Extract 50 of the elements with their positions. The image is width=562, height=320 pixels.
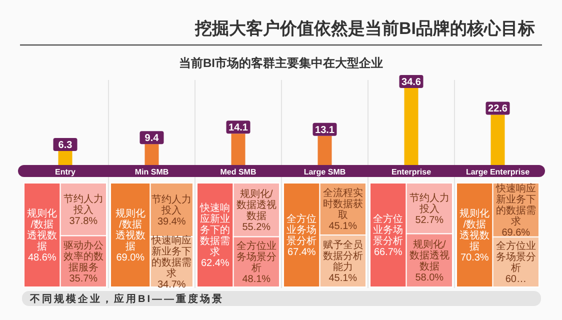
data-label: 13.1 bbox=[315, 124, 335, 136]
data-label: 69.6% bbox=[502, 227, 530, 238]
data-label: 22.6 bbox=[488, 104, 508, 115]
data-label: 39.4% bbox=[157, 216, 186, 228]
data-label: 48.1% bbox=[242, 274, 271, 285]
category-label: 驱动办公效率的数据服务 bbox=[63, 239, 104, 274]
data-label: 62.4% bbox=[200, 258, 230, 269]
x-tick-label: Large SMB bbox=[304, 168, 346, 176]
chart-subtitle: 当前BI市场的客群主要集中在大型企业 bbox=[179, 56, 383, 70]
category-label: 规则化/数据透视数据 bbox=[115, 208, 146, 252]
data-label: 66.7% bbox=[374, 247, 402, 258]
category-label: 节约人力投入 bbox=[409, 192, 450, 215]
category-label: 节约人力投入 bbox=[152, 193, 192, 216]
data-label: 9.4 bbox=[144, 133, 160, 144]
category-label: 全方位业务场景分析 bbox=[373, 213, 404, 247]
category-label: 快速响应新业务下的数据需求 bbox=[150, 234, 192, 280]
category-label: 规则化/数据透视数据 bbox=[460, 208, 490, 252]
data-label: 45.1% bbox=[328, 221, 358, 232]
x-tick-label: Med SMB bbox=[220, 168, 256, 176]
x-tick-label: Min SMB bbox=[134, 168, 169, 176]
data-label: 58.0% bbox=[415, 272, 444, 284]
x-tick-label: Large Enterprise bbox=[466, 168, 530, 176]
category-label: 快速响应新业务下的数据需求 bbox=[494, 182, 536, 228]
data-label: 55.2% bbox=[242, 222, 271, 233]
data-label: 37.8% bbox=[69, 216, 98, 227]
data-label: 35.7% bbox=[69, 273, 98, 284]
data-label: 69.0% bbox=[116, 252, 145, 264]
category-label: 全方位业务场景分析 bbox=[286, 213, 317, 247]
category-label: 快速响应新业务下的数据需求 bbox=[199, 202, 230, 258]
category-label: 规则化/数据透视数据 bbox=[27, 208, 58, 252]
category-label: 全流程实时数据获取 bbox=[322, 187, 363, 221]
category-label: 规则化/数据透视数据 bbox=[236, 188, 276, 222]
x-tick-label: Enterprise bbox=[391, 168, 432, 176]
data-label: 60… bbox=[505, 274, 526, 285]
data-label: 45.1% bbox=[328, 273, 358, 284]
x-tick-label: Entry bbox=[55, 168, 76, 176]
category-label: 赋予全员数据分析能力 bbox=[322, 239, 363, 273]
data-label: 48.6% bbox=[28, 252, 56, 264]
category-label: 全方位业务场景分析 bbox=[496, 240, 536, 274]
category-label: 规则化/数据透视数据 bbox=[409, 238, 450, 272]
data-label: 67.4% bbox=[287, 247, 316, 258]
category-label: 全方位业务场景分析 bbox=[236, 240, 276, 274]
data-label: 52.7% bbox=[415, 214, 444, 226]
chart-title: 挖掘大客户价值依然是当前BI品牌的核心目标 bbox=[194, 19, 535, 38]
data-label: 6.3 bbox=[58, 140, 73, 151]
data-label: 70.3% bbox=[460, 252, 489, 264]
data-label: 14.1 bbox=[228, 122, 248, 134]
category-label: 节约人力投入 bbox=[63, 192, 104, 216]
text: 不同规模企业，应用BI——重度场景 bbox=[29, 293, 224, 305]
data-label: 34.6 bbox=[402, 77, 422, 88]
